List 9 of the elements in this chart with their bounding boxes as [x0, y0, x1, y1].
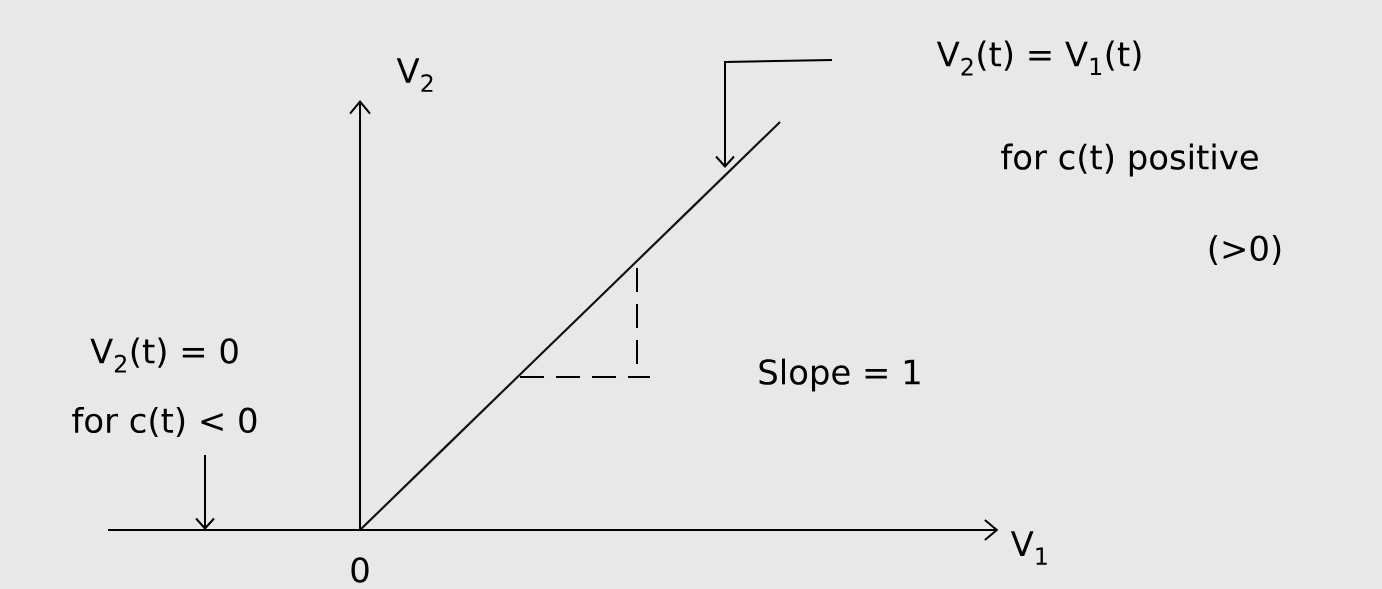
text: (>0) — [1209, 234, 1281, 266]
text: for c(t) positive — [1001, 143, 1258, 177]
y-axis-title: V$_{2}$ — [396, 58, 433, 92]
text: V$_{1}$ — [1010, 531, 1047, 565]
annotation: for c(t) < 0 — [72, 406, 257, 438]
annotation: Slope = 1 — [759, 358, 920, 392]
text: V$_{2}$(t) = V$_{1}$(t) — [936, 40, 1141, 76]
annotation: V$_{2}$(t) = 0 — [90, 337, 238, 373]
text: 0 — [351, 557, 369, 583]
